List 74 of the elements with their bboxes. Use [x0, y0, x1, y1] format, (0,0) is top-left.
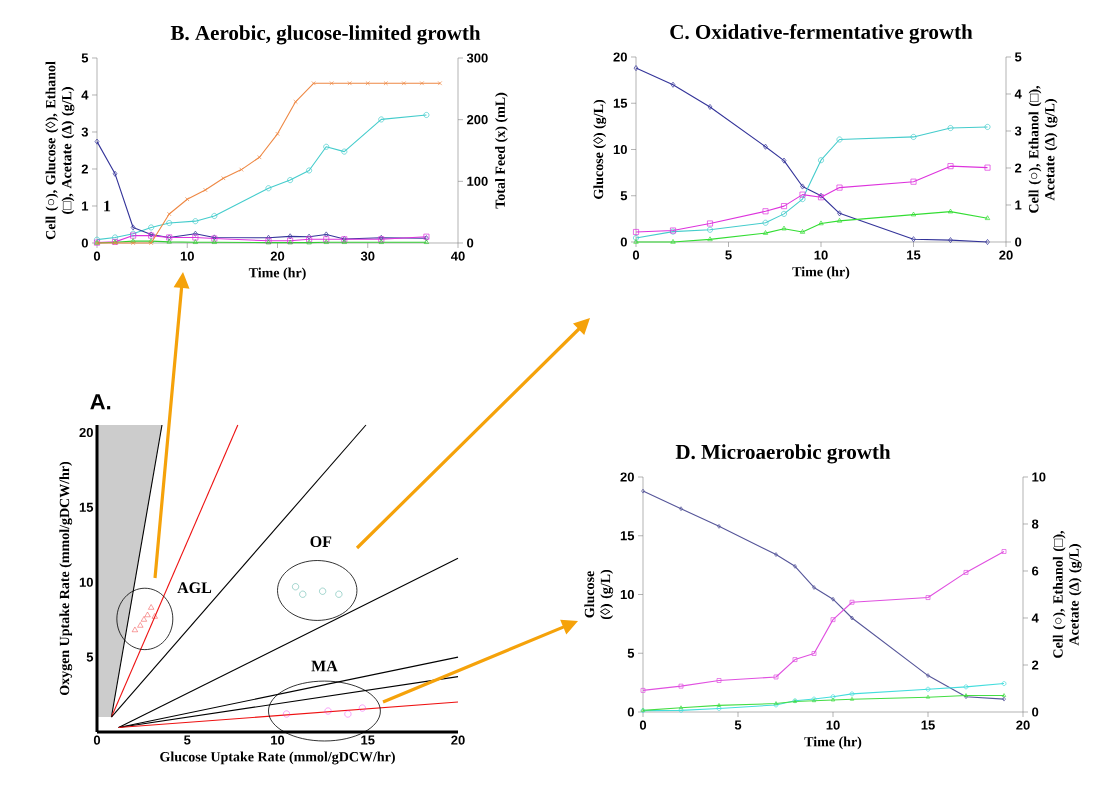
y2-tick-label: 5: [1014, 52, 1022, 62]
chart-title: D. Microaerobic growth: [675, 444, 891, 464]
y-tick-label: 4: [81, 90, 89, 100]
y-tick-label: 3: [81, 127, 88, 137]
x-tick-label: 0: [639, 720, 647, 730]
y2-tick-label: 300: [466, 53, 488, 63]
y2-axis-title: Total Feed (x) (mL): [495, 92, 508, 209]
x-tick-label: 30: [360, 251, 375, 261]
x-tick-label: 15: [921, 720, 935, 730]
y2-tick-label: 6: [1032, 566, 1039, 576]
y2-tick-label: 0: [1015, 237, 1022, 247]
y-axis-title: Glucose (◊) (g/L): [584, 569, 614, 620]
x-tick-label: 10: [180, 251, 194, 261]
y2-tick-label: 0: [1032, 707, 1039, 717]
y2-tick-label: 1: [1015, 200, 1022, 210]
chart-title: A.: [90, 394, 111, 410]
x-axis-title: Glucose Uptake Rate (mmol/gDCW/hr): [160, 751, 395, 765]
x-tick-label: 10: [271, 735, 285, 745]
y-tick-label: 20: [79, 427, 93, 438]
y2-axis-title: Cell (○), Ethanol (□), Acetate (Δ) (g/L): [1052, 530, 1082, 658]
y-tick-label: 0: [620, 237, 627, 247]
y2-tick-label: 2: [1015, 163, 1022, 173]
x-tick-label: 20: [1016, 720, 1030, 730]
annotation: 1: [104, 200, 111, 212]
y-tick-label: 15: [613, 98, 628, 108]
y-tick-label: 15: [79, 502, 94, 512]
y-tick-label: 5: [620, 191, 628, 201]
x-tick-label: 5: [725, 250, 732, 260]
chart-title: C. Oxidative-fermentative growth: [670, 24, 973, 44]
x-axis-title: Time (hr): [804, 736, 862, 750]
y2-tick-label: 200: [466, 115, 488, 125]
x-tick-label: 15: [361, 735, 375, 745]
y-tick-label: 10: [613, 144, 627, 155]
y2-tick-label: 8: [1031, 519, 1039, 529]
y-tick-label: 20: [613, 52, 627, 62]
annotation: AGL: [177, 582, 212, 594]
x-axis-title: Time (hr): [248, 267, 306, 281]
x-tick-label: 20: [270, 251, 285, 261]
x-axis-title: Time (hr): [792, 266, 850, 280]
x-tick-label: 15: [907, 250, 921, 260]
y-tick-label: 15: [620, 531, 635, 541]
y-tick-label: 10: [620, 589, 634, 600]
x-tick-label: 0: [93, 251, 101, 261]
y-tick-label: 1: [82, 201, 89, 211]
y-axis-title: Cell (○), Glucose (◊), Ethanol (□), Acetate (Δ) (g/L): [45, 61, 75, 240]
x-tick-label: 10: [814, 250, 828, 260]
y-axis-title: Oxygen Uptake Rate (mmol/gDCW/hr): [59, 461, 73, 696]
y2-tick-label: 3: [1014, 126, 1022, 136]
y-tick-label: 2: [81, 164, 88, 174]
x-tick-label: 20: [999, 250, 1013, 260]
y-tick-label: 0: [81, 238, 88, 248]
y-tick-label: 5: [86, 652, 94, 662]
y2-tick-label: 10: [1032, 472, 1046, 482]
y-tick-label: 5: [627, 648, 635, 658]
y-axis-title: Glucose (◊) (g/L): [593, 99, 607, 199]
y2-tick-label: 0: [467, 238, 474, 248]
x-tick-label: 5: [184, 735, 191, 745]
y2-tick-label: 2: [1032, 660, 1039, 670]
y-tick-label: 5: [81, 53, 89, 63]
y2-tick-label: 4: [1031, 613, 1039, 623]
x-tick-label: 40: [450, 251, 465, 261]
y2-tick-label: 100: [467, 176, 488, 186]
chart-title: B. Aerobic, glucose-limited growth: [170, 25, 481, 45]
annotation: MA: [311, 660, 338, 672]
x-tick-label: 5: [734, 720, 742, 730]
x-tick-label: 10: [826, 720, 840, 730]
y-tick-label: 20: [620, 472, 634, 482]
x-tick-label: 0: [93, 735, 101, 745]
y-tick-label: 0: [627, 707, 634, 717]
y-tick-label: 10: [79, 577, 93, 587]
annotation: OF: [310, 536, 332, 548]
y2-axis-title: Cell (○), Ethanol (□), Acetate (Δ) (g/L): [1028, 85, 1058, 213]
x-tick-label: 20: [451, 735, 465, 745]
y2-tick-label: 4: [1014, 89, 1022, 99]
